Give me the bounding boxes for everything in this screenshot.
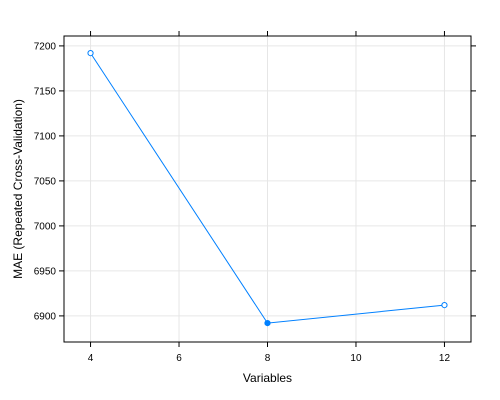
y-tick-label: 6900 (34, 311, 57, 322)
data-point (87, 50, 94, 57)
y-tick-label: 7000 (34, 221, 57, 232)
x-axis-title: Variables (243, 371, 292, 385)
x-axis: 4 6 8 10 12 (88, 31, 451, 364)
selected-data-point (264, 320, 271, 327)
x-tick-label: 10 (350, 353, 362, 364)
y-axis-title: MAE (Repeated Cross-Validation) (11, 99, 25, 279)
x-tick-label: 8 (265, 353, 271, 364)
y-tick-label: 7100 (34, 131, 57, 142)
data-point (441, 302, 448, 309)
x-tick-label: 4 (88, 353, 94, 364)
y-tick-label: 7150 (34, 86, 57, 97)
grid-lines (64, 36, 471, 342)
y-tick-label: 7200 (34, 41, 57, 52)
y-axis: 6900 6950 7000 7050 7100 7150 7200 (34, 41, 476, 322)
series-group (87, 50, 448, 327)
y-tick-label: 7050 (34, 176, 57, 187)
x-tick-label: 6 (176, 353, 182, 364)
y-tick-label: 6950 (34, 266, 57, 277)
x-tick-label: 12 (439, 353, 451, 364)
